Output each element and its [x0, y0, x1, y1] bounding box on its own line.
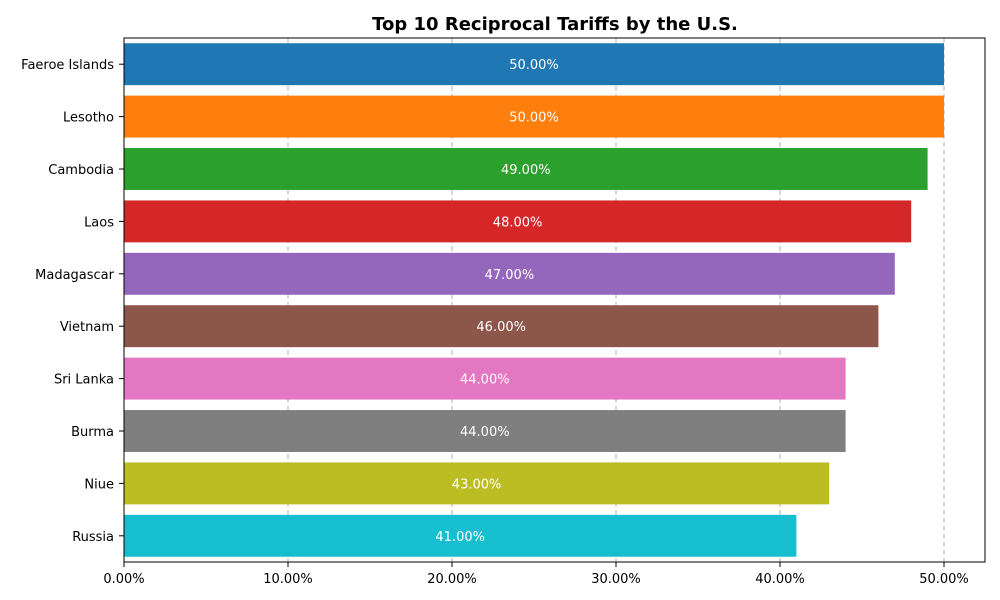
axes-frame — [123, 37, 986, 563]
y-tick-label: Lesotho — [63, 111, 114, 126]
bar-value-label: 48.00% — [493, 215, 543, 230]
x-tick-label: 40.00% — [755, 572, 805, 587]
y-tick-label: Cambodia — [48, 163, 114, 178]
bar-value-label: 46.00% — [476, 320, 526, 335]
bar-layer — [124, 43, 944, 557]
y-tick-label: Laos — [84, 215, 114, 230]
y-axis: Faeroe Islands Lesotho Cambodia Laos Madagas… — [21, 58, 124, 545]
bar-value-label: 44.00% — [460, 373, 510, 388]
y-tick-label: Madagascar — [35, 268, 115, 283]
bar-russia — [124, 514, 797, 557]
y-tick-label: Niue — [84, 477, 114, 492]
bar-value-label: 47.00% — [485, 268, 535, 283]
x-tick-label: 10.00% — [263, 572, 313, 587]
bar-value-label: 50.00% — [509, 111, 559, 126]
x-axis: 0.00% 10.00% 20.00% 30.00% 40.00% 50.00% — [103, 562, 969, 587]
x-tick-label: 20.00% — [427, 572, 477, 587]
bar-lesotho — [124, 95, 944, 138]
x-tick-label: 50.00% — [919, 572, 969, 587]
bar-value-label: 44.00% — [460, 425, 510, 440]
y-tick-label: Faeroe Islands — [21, 58, 114, 73]
y-tick-label: Sri Lanka — [54, 373, 114, 388]
bar-madagascar — [124, 252, 895, 295]
x-tick-label: 0.00% — [103, 572, 144, 587]
bar-sri-lanka — [124, 357, 846, 400]
bar-niue — [124, 462, 830, 505]
y-tick-label: Vietnam — [60, 320, 114, 335]
bar-faeroe-islands — [124, 43, 944, 86]
bar-value-label: 41.00% — [435, 530, 485, 545]
bar-cambodia — [124, 148, 928, 190]
bar-vietnam — [124, 305, 879, 348]
bar-burma — [124, 410, 846, 452]
bar-laos — [124, 200, 912, 243]
chart-title: Top 10 Reciprocal Tariffs by the U.S. — [372, 14, 738, 35]
x-tick-label: 30.00% — [591, 572, 641, 587]
bar-value-label: 50.00% — [509, 58, 559, 73]
y-tick-label: Russia — [72, 530, 114, 545]
bar-value-label: 49.00% — [501, 163, 551, 178]
bar-value-label: 43.00% — [452, 477, 502, 492]
y-tick-label: Burma — [71, 425, 114, 440]
data-label-layer: 50.00% 50.00% 49.00% 48.00% 47.00% 46.00% 44.0… — [435, 58, 558, 545]
